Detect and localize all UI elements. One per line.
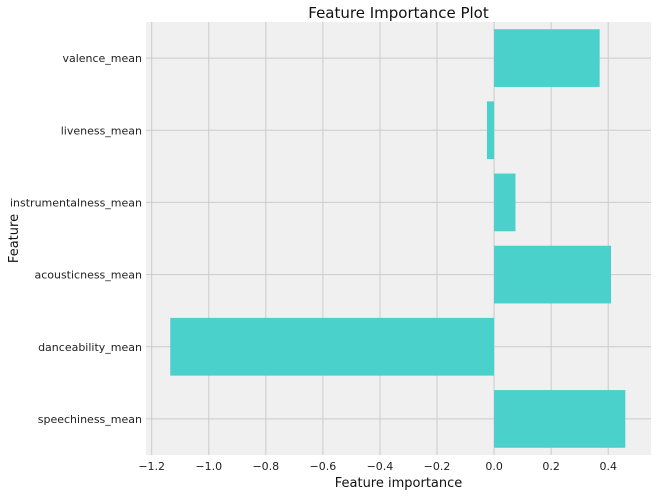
x-tick-label: 0.4 xyxy=(599,460,617,473)
bars xyxy=(170,29,626,448)
y-axis-title: Feature xyxy=(7,214,22,263)
bar-liveness_mean xyxy=(486,101,495,160)
y-tick-label: instrumentalness_mean xyxy=(10,196,142,209)
y-tick-labels: speechiness_mean danceability_mean acousti… xyxy=(10,52,142,426)
bar-valence_mean xyxy=(494,29,600,87)
y-tick-label: danceability_mean xyxy=(38,341,142,354)
x-tick-label: 0.0 xyxy=(485,460,503,473)
x-tick-labels: −1.2 −1.0 −0.8 −0.6 −0.4 −0.2 0.0 0.2 0.4 xyxy=(138,460,617,473)
x-tick-label: −0.2 xyxy=(424,460,451,473)
x-tick-label: −1.0 xyxy=(195,460,222,473)
bar-speechiness_mean xyxy=(494,390,626,448)
x-axis-title: Feature importance xyxy=(335,476,463,491)
x-tick-label: −1.2 xyxy=(138,460,165,473)
x-tick-label: 0.2 xyxy=(542,460,560,473)
plot-background xyxy=(146,22,651,455)
x-tick-label: −0.6 xyxy=(310,460,337,473)
x-tick-label: −0.8 xyxy=(252,460,279,473)
chart-title: Feature Importance Plot xyxy=(308,4,489,22)
bar-acousticness_mean xyxy=(494,245,612,304)
y-tick-label: acousticness_mean xyxy=(34,269,142,282)
y-tick-label: speechiness_mean xyxy=(38,413,142,426)
x-tick-label: −0.4 xyxy=(367,460,394,473)
y-tick-label: valence_mean xyxy=(62,52,142,65)
bar-instrumentalness_mean xyxy=(494,173,516,232)
bar-danceability_mean xyxy=(170,317,495,376)
y-tick-label: liveness_mean xyxy=(61,124,142,137)
